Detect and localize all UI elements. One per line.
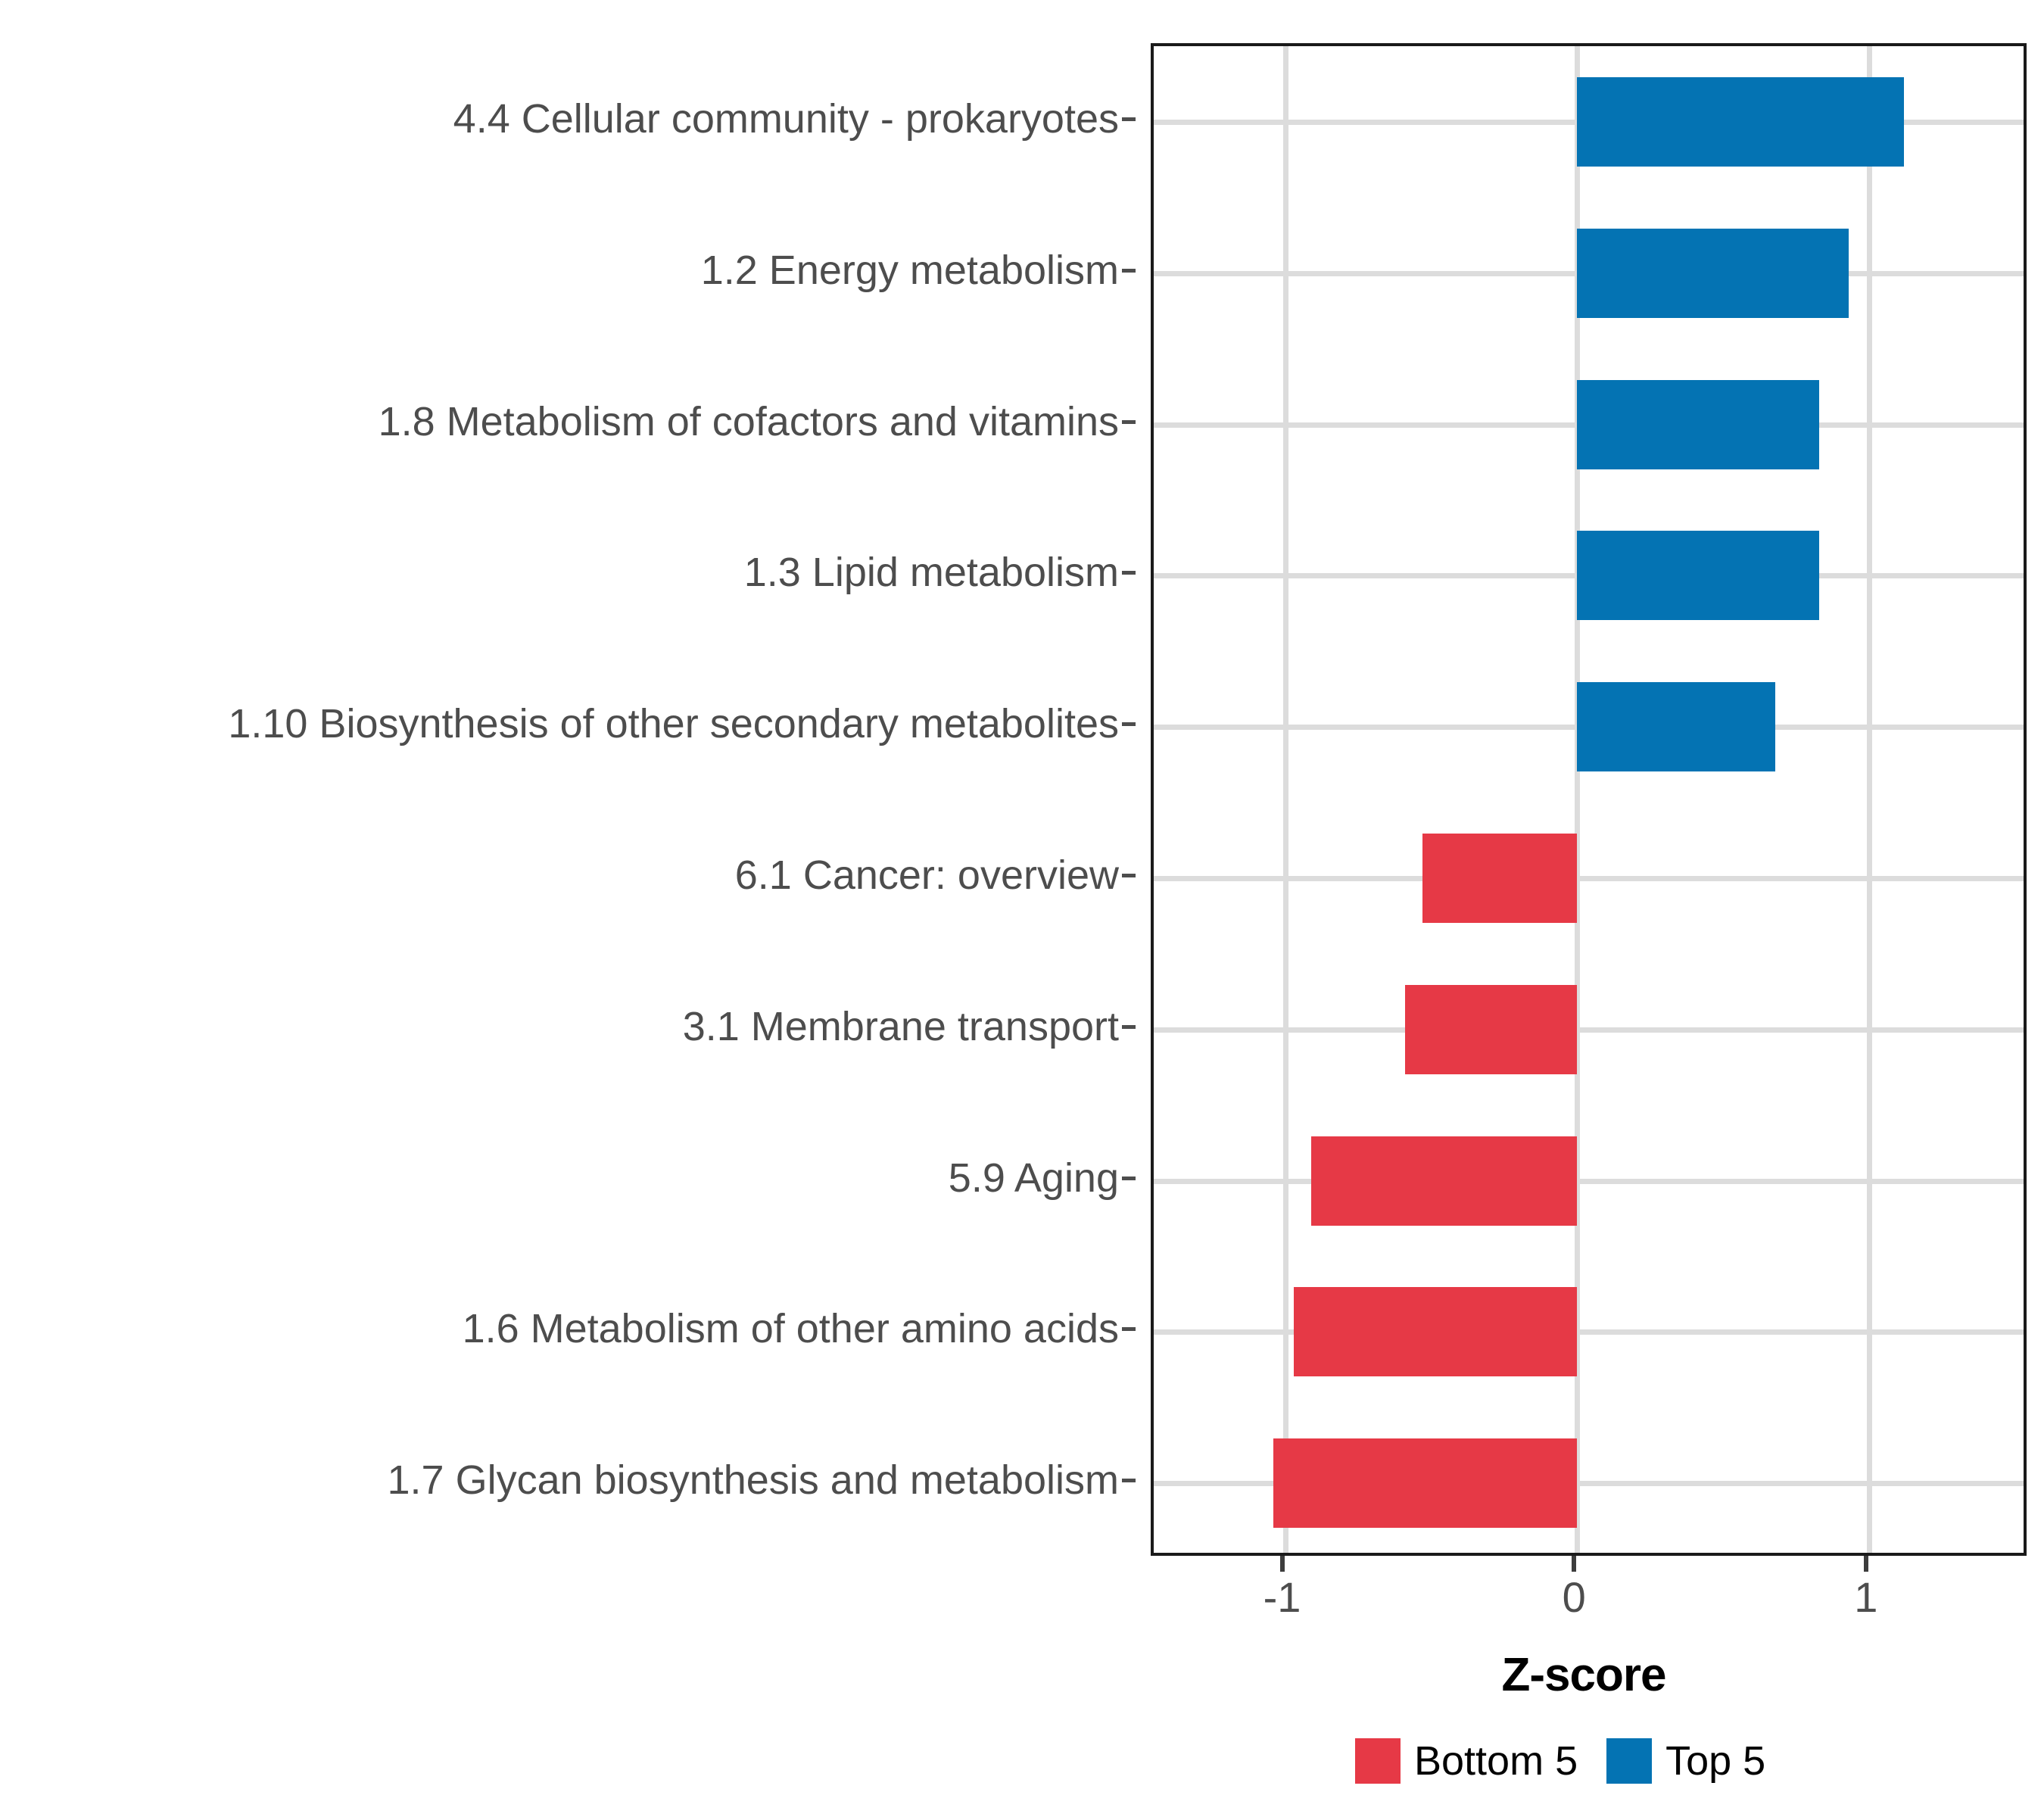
bar — [1294, 1287, 1578, 1377]
y-axis-tick-mark — [1122, 268, 1136, 273]
bar — [1577, 76, 1905, 167]
legend-label: Bottom 5 — [1414, 1738, 1578, 1784]
y-axis-tick-mark — [1122, 722, 1136, 727]
plot-panel — [1151, 43, 2027, 1556]
chart-legend: Bottom 5 Top 5 — [1355, 1738, 1794, 1784]
y-axis-tick-mark — [1122, 419, 1136, 424]
y-axis-tick-label: 6.1 Cancer: overview — [734, 852, 1119, 898]
y-axis-tick-mark — [1122, 571, 1136, 575]
y-axis-tick-mark — [1122, 117, 1136, 121]
bar — [1311, 1136, 1578, 1226]
y-axis-tick-label: 1.6 Metabolism of other amino acids — [462, 1306, 1119, 1352]
x-gridline — [1866, 46, 1872, 1553]
y-axis-tick-mark — [1122, 1479, 1136, 1483]
legend-entry[interactable]: Top 5 — [1606, 1738, 1794, 1784]
y-axis-tick-label: 1.2 Energy metabolism — [700, 247, 1119, 293]
y-gridline — [1154, 1481, 2024, 1487]
x-axis-tick-mark — [1279, 1556, 1285, 1572]
y-gridline — [1154, 1027, 2024, 1033]
bar — [1404, 984, 1578, 1074]
y-gridline — [1154, 875, 2024, 881]
bar — [1422, 833, 1578, 923]
y-axis-labels: 4.4 Cellular community - prokaryotes 1.2 … — [0, 43, 1136, 1556]
y-gridline — [1154, 1329, 2024, 1335]
bar — [1577, 379, 1820, 469]
y-axis-tick-mark — [1122, 1176, 1136, 1180]
x-axis-title: Z-score — [1501, 1649, 1667, 1701]
y-axis-tick-mark — [1122, 1024, 1136, 1029]
x-gridline — [1575, 46, 1581, 1553]
y-axis-tick-label: 1.8 Metabolism of cofactors and vitamins — [378, 398, 1119, 444]
x-axis-tick-label: 0 — [1562, 1573, 1586, 1621]
x-axis-tick-mark — [1572, 1556, 1577, 1572]
bar — [1577, 531, 1820, 621]
y-gridline — [1154, 1178, 2024, 1184]
y-axis-tick-label: 3.1 Membrane transport — [682, 1003, 1119, 1049]
y-axis-tick-label: 1.10 Biosynthesis of other secondary met… — [228, 701, 1119, 747]
bar — [1273, 1438, 1578, 1529]
y-axis-tick-label: 1.3 Lipid metabolism — [743, 550, 1119, 596]
y-axis-tick-label: 4.4 Cellular community - prokaryotes — [453, 95, 1119, 142]
y-axis-tick-mark — [1122, 873, 1136, 877]
legend-entry[interactable]: Bottom 5 — [1355, 1738, 1606, 1784]
legend-label: Top 5 — [1665, 1738, 1766, 1784]
x-axis-tick-mark — [1863, 1556, 1868, 1572]
y-axis-tick-label: 5.9 Aging — [948, 1155, 1119, 1201]
legend-color-swatch — [1606, 1738, 1653, 1784]
y-axis-tick-mark — [1122, 1327, 1136, 1332]
y-axis-tick-label: 1.7 Glycan biosynthesis and metabolism — [387, 1457, 1120, 1504]
bar — [1577, 228, 1849, 318]
legend-color-swatch — [1355, 1738, 1401, 1784]
x-axis-tick-label: -1 — [1263, 1573, 1301, 1621]
x-gridline — [1282, 46, 1288, 1553]
bar — [1577, 682, 1776, 772]
x-axis-tick-label: 1 — [1854, 1573, 1878, 1621]
